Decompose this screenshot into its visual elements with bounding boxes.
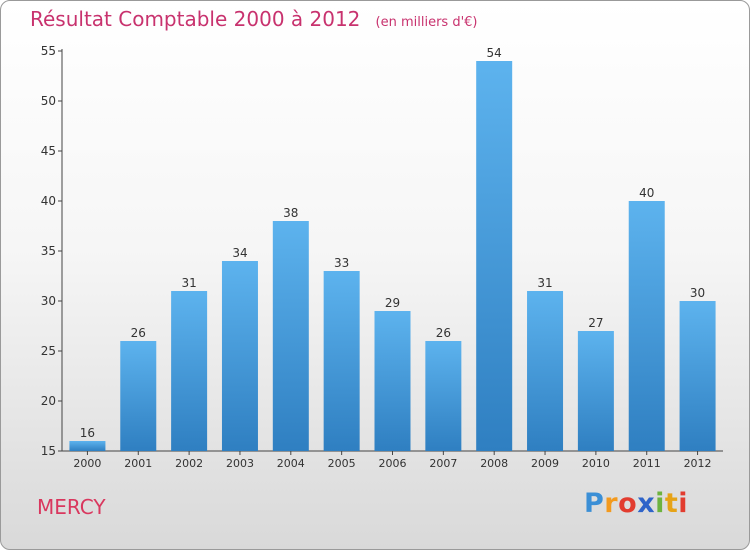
bar-value-label: 34 [232, 246, 247, 260]
bar-value-label: 30 [690, 286, 705, 300]
bar [577, 331, 614, 451]
bar-value-label: 27 [588, 316, 603, 330]
y-tick-label: 45 [41, 144, 56, 158]
bar [374, 311, 411, 451]
y-tick-label: 30 [41, 294, 56, 308]
bar-value-label: 29 [385, 296, 400, 310]
bar [69, 441, 106, 451]
x-tick-label: 2010 [582, 457, 610, 470]
bar [272, 221, 309, 451]
x-tick-label: 2009 [531, 457, 559, 470]
bar [120, 341, 157, 451]
bar-value-label: 31 [537, 276, 552, 290]
y-tick-label: 40 [41, 194, 56, 208]
logo-letter: P [584, 488, 605, 519]
logo-letter: x [637, 488, 656, 519]
x-tick-label: 2004 [277, 457, 305, 470]
bar-value-label: 31 [181, 276, 196, 290]
bar [425, 341, 462, 451]
x-tick-label: 2003 [226, 457, 254, 470]
y-tick-label: 20 [41, 394, 56, 408]
x-tick-label: 2000 [73, 457, 101, 470]
title-row: Résultat Comptable 2000 à 2012 (en milli… [30, 7, 477, 31]
bar-value-label: 26 [131, 326, 146, 340]
x-tick-label: 2008 [480, 457, 508, 470]
x-tick-label: 2006 [379, 457, 407, 470]
logo-letter: o [618, 488, 638, 519]
chart-subtitle: (en milliers d'€) [375, 15, 478, 30]
y-tick-label: 15 [41, 444, 56, 458]
y-tick-label: 50 [41, 94, 56, 108]
y-tick-label: 35 [41, 244, 56, 258]
y-tick-label: 55 [41, 44, 56, 58]
x-tick-label: 2007 [429, 457, 457, 470]
logo-letter: i [655, 488, 665, 519]
logo-letter: i [678, 488, 689, 519]
bar [527, 291, 564, 451]
bar-value-label: 33 [334, 256, 349, 270]
bar [679, 301, 716, 451]
x-tick-label: 2005 [328, 457, 356, 470]
bar-value-label: 38 [283, 206, 298, 220]
y-tick-label: 25 [41, 344, 56, 358]
bar [323, 271, 360, 451]
chart-title: Résultat Comptable 2000 à 2012 [30, 7, 361, 31]
commune-name: MERCY [37, 495, 106, 519]
bar-value-label: 16 [80, 426, 95, 440]
logo-letter: t [664, 488, 679, 519]
x-tick-label: 2012 [684, 457, 712, 470]
x-tick-label: 2001 [124, 457, 152, 470]
bar-value-label: 54 [487, 46, 502, 60]
bar [628, 201, 665, 451]
bar-value-label: 26 [436, 326, 451, 340]
proxiti-logo: Proxiti [584, 488, 688, 519]
x-tick-label: 2011 [633, 457, 661, 470]
bar-value-label: 40 [639, 186, 654, 200]
bar [476, 61, 513, 451]
bar [171, 291, 208, 451]
logo-letter: r [604, 488, 619, 519]
x-tick-label: 2002 [175, 457, 203, 470]
bar [221, 261, 258, 451]
